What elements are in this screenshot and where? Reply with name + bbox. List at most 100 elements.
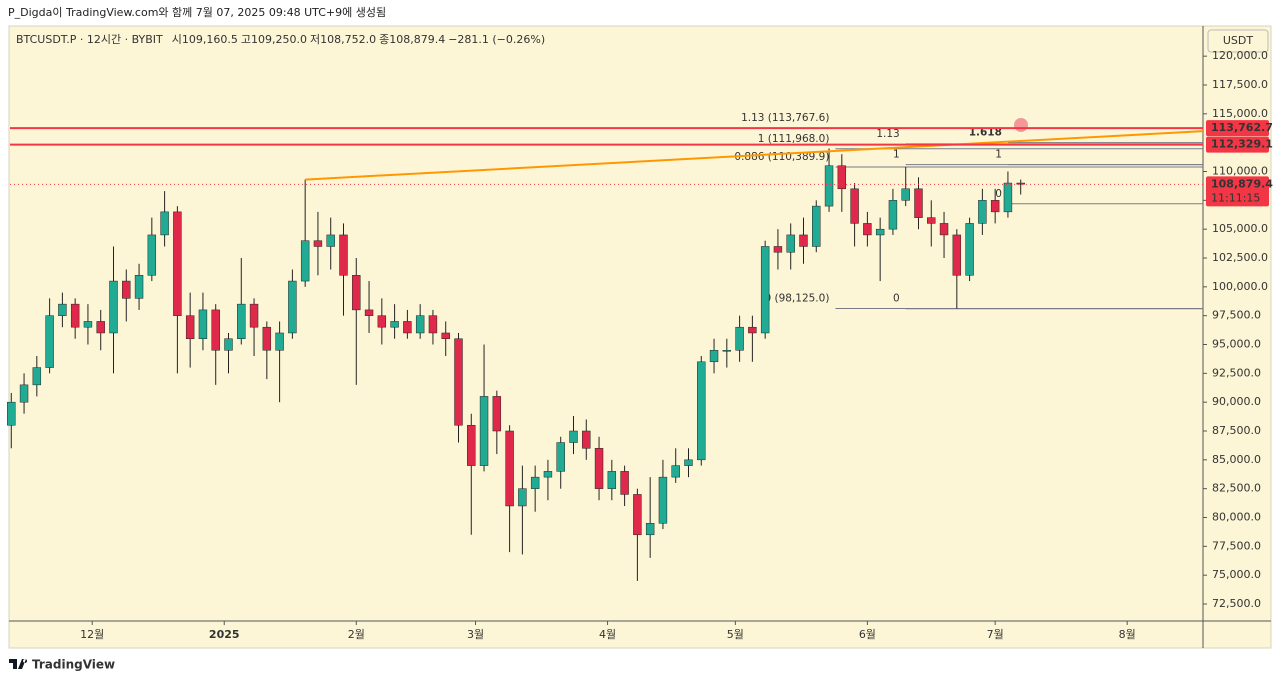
candle-body [70,303,80,328]
candle-body [914,188,923,218]
candle-body [799,234,808,247]
y-tick-label: 87,500.0 [1212,424,1261,437]
fib-label: 0.886 (110,389.9) [734,151,829,163]
candle-body [109,280,118,334]
currency-box[interactable] [1207,29,1269,53]
y-tick-label: 102,500.0 [1212,251,1268,264]
x-tick-label: 8월 [1119,628,1136,641]
countdown: 11:11:15 [1211,191,1260,204]
y-tick-label: 105,000.0 [1212,222,1268,235]
ohlc-label: 고 [241,33,251,46]
candle-body [390,321,399,328]
candle-body [1016,182,1025,185]
y-tick-label: 77,500.0 [1212,539,1261,552]
candle-body [122,280,131,299]
candle-body [633,494,642,536]
candle-body [492,396,502,432]
candle-body [313,240,323,247]
fib-label: 0 [995,188,1002,200]
candle-body [875,228,885,236]
candle-body [684,459,693,466]
x-tick-label: 12월 [80,628,104,641]
trendline [305,130,1204,181]
candle-body [990,200,1000,213]
currency: USDT [1223,34,1254,47]
candle-body [773,246,783,253]
fib-label: 0 [893,293,900,305]
candle-body [96,321,105,334]
candle-body [658,476,668,524]
candle-body [134,275,144,299]
candle-body [326,234,335,247]
candle-body [556,442,565,472]
candle-body [224,338,233,351]
fib-label: 1 [893,149,900,161]
ohlc-value: 108,879.4 [389,33,445,46]
candle-body [760,246,770,334]
candle-body [1003,182,1013,213]
fib-label: 0 (98,125.0) [764,292,829,304]
candle-body [364,309,374,316]
candle-body [518,488,527,507]
candle-body [339,234,348,276]
fib-label: 1 [995,149,1002,161]
candle-body [722,350,732,352]
candle-body [965,223,974,276]
y-tick-label: 90,000.0 [1212,395,1261,408]
candle-body [901,188,910,201]
candle-body [978,200,987,224]
x-tick-label: 7월 [987,628,1004,641]
candle-body [262,326,272,351]
candle-body [300,240,310,282]
candle-body [377,315,387,328]
candle-body [45,315,54,368]
y-tick-label: 92,500.0 [1212,366,1261,379]
candle-body [709,350,719,363]
candle-body [939,223,949,236]
fib-label: 1 (111,968.0) [758,133,830,145]
candle-body [288,280,297,334]
y-tick-label: 110,000.0 [1212,165,1268,178]
candle-body [467,424,476,466]
candle-body [249,303,259,328]
candle-body [441,332,450,339]
candle-body [927,217,936,224]
fib-label: 1.13 [876,128,899,140]
y-tick-label: 82,500.0 [1212,482,1261,495]
y-tick-label: 120,000.0 [1212,49,1268,62]
y-tick-label: 75,000.0 [1212,568,1261,581]
candle-body [748,326,757,334]
candle-body [824,165,834,207]
ohlc-label: 종 [379,33,389,46]
last-price-box [1206,176,1269,207]
y-tick-label: 80,000.0 [1212,511,1261,524]
candle-body [952,234,962,276]
y-tick-label: 100,000.0 [1212,280,1268,293]
y-tick-label: 115,000.0 [1212,107,1268,120]
fib-label: 1.13 (113,767.6) [741,112,829,124]
candle-body [837,165,847,190]
candle-body [569,430,578,443]
price-change: −281.1 (−0.26%) [448,33,545,46]
price-label-box [1206,136,1269,153]
candle-body [7,401,16,426]
candle-body [185,315,195,339]
price-label-box [1206,120,1269,137]
y-tick-label: 95,000.0 [1212,338,1261,351]
candle-body [850,188,859,224]
candle-body [505,430,514,507]
candle-body [173,211,182,316]
candle-body [530,476,540,489]
price-label: 112,329.1 [1211,138,1273,151]
candle-body [275,332,284,351]
candle-body [160,211,169,236]
candle-body [620,471,629,495]
fib-label: 1.618 [969,127,1002,139]
y-tick-label: 97,500.0 [1212,309,1261,322]
candle-body [697,361,706,461]
ohlc-label: 시 [172,33,182,46]
candle-body [888,200,898,230]
candle-body [147,234,157,276]
candle-body [415,315,425,334]
